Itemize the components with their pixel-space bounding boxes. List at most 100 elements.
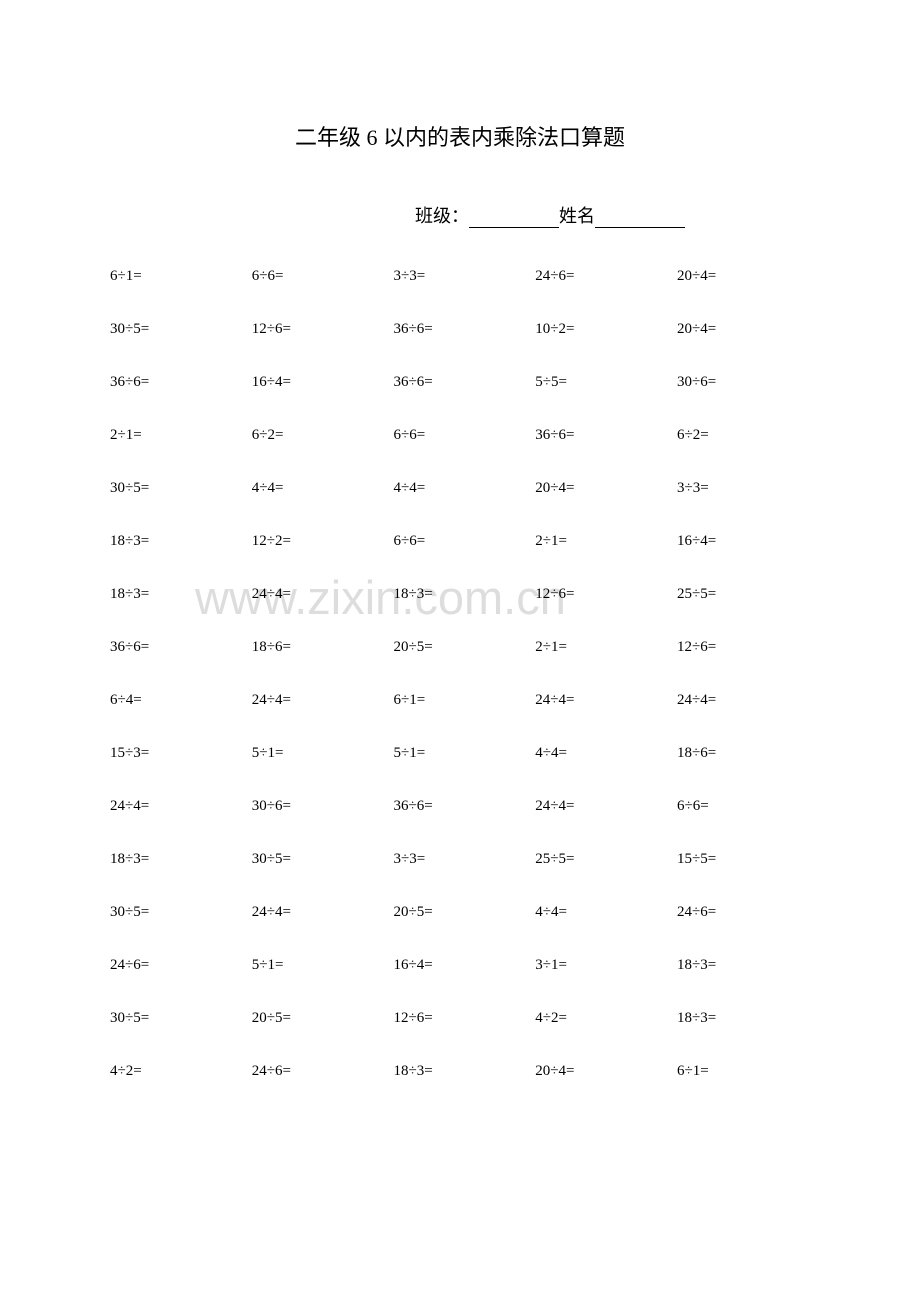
problem-cell: 16÷4= [394,957,527,974]
problem-cell: 6÷1= [394,692,527,709]
problem-cell: 6÷6= [677,798,810,815]
problem-cell: 24÷4= [535,692,668,709]
problem-cell: 4÷4= [394,480,527,497]
problem-cell: 4÷4= [252,480,385,497]
problem-cell: 2÷1= [535,533,668,550]
problem-cell: 24÷4= [252,692,385,709]
problem-row: 18÷3= 24÷4= 18÷3= 12÷6= 25÷5= [110,586,810,603]
problem-row: 2÷1= 6÷2= 6÷6= 36÷6= 6÷2= [110,427,810,444]
problem-cell: 4÷2= [535,1010,668,1027]
problem-cell: 24÷6= [110,957,243,974]
problem-cell: 3÷3= [394,268,527,285]
problem-cell: 4÷4= [535,904,668,921]
problem-cell: 36÷6= [535,427,668,444]
worksheet-content: 二年级 6 以内的表内乘除法口算题 班级：姓名 6÷1= 6÷6= 3÷3= 2… [110,120,810,1080]
problem-cell: 15÷5= [677,851,810,868]
problem-row: 15÷3= 5÷1= 5÷1= 4÷4= 18÷6= [110,745,810,762]
problem-cell: 5÷1= [252,957,385,974]
problem-cell: 20÷5= [252,1010,385,1027]
problem-cell: 36÷6= [394,374,527,391]
problem-cell: 30÷5= [110,904,243,921]
problem-cell: 36÷6= [110,374,243,391]
problem-cell: 3÷1= [535,957,668,974]
problem-cell: 18÷3= [677,1010,810,1027]
problem-cell: 24÷4= [252,904,385,921]
problem-cell: 24÷4= [535,798,668,815]
problem-row: 24÷4= 30÷6= 36÷6= 24÷4= 6÷6= [110,798,810,815]
problem-cell: 18÷3= [677,957,810,974]
problem-cell: 3÷3= [394,851,527,868]
problem-row: 6÷1= 6÷6= 3÷3= 24÷6= 20÷4= [110,268,810,285]
problem-cell: 3÷3= [677,480,810,497]
problem-cell: 36÷6= [394,798,527,815]
problem-cell: 18÷6= [677,745,810,762]
problem-row: 4÷2= 24÷6= 18÷3= 20÷4= 6÷1= [110,1063,810,1080]
problem-cell: 20÷4= [535,1063,668,1080]
problem-row: 36÷6= 18÷6= 20÷5= 2÷1= 12÷6= [110,639,810,656]
problem-cell: 25÷5= [677,586,810,603]
problem-cell: 20÷4= [677,268,810,285]
name-input-line[interactable] [595,208,685,228]
problem-cell: 25÷5= [535,851,668,868]
problem-cell: 5÷5= [535,374,668,391]
problem-cell: 12÷6= [252,321,385,338]
problem-cell: 15÷3= [110,745,243,762]
problem-cell: 4÷2= [110,1063,243,1080]
problem-cell: 5÷1= [252,745,385,762]
class-label: 班级： [415,206,469,226]
problem-row: 24÷6= 5÷1= 16÷4= 3÷1= 18÷3= [110,957,810,974]
problem-row: 30÷5= 24÷4= 20÷5= 4÷4= 24÷6= [110,904,810,921]
problem-cell: 20÷5= [394,904,527,921]
class-input-line[interactable] [469,208,559,228]
problem-cell: 18÷3= [110,851,243,868]
problem-cell: 6÷6= [394,533,527,550]
problem-cell: 30÷6= [252,798,385,815]
problem-cell: 20÷4= [677,321,810,338]
problems-grid: 6÷1= 6÷6= 3÷3= 24÷6= 20÷4= 30÷5= 12÷6= 3… [110,268,810,1080]
problem-row: 30÷5= 12÷6= 36÷6= 10÷2= 20÷4= [110,321,810,338]
problem-cell: 6÷2= [252,427,385,444]
problem-row: 6÷4= 24÷4= 6÷1= 24÷4= 24÷4= [110,692,810,709]
problem-cell: 18÷3= [110,586,243,603]
problem-cell: 12÷6= [394,1010,527,1027]
problem-cell: 24÷6= [535,268,668,285]
problem-cell: 30÷6= [677,374,810,391]
problem-cell: 24÷4= [252,586,385,603]
student-info-line: 班级： 姓名 [290,202,810,228]
problem-cell: 18÷3= [394,1063,527,1080]
problem-cell: 30÷5= [252,851,385,868]
problem-cell: 2÷1= [535,639,668,656]
name-label: 姓名 [559,206,595,226]
problem-row: 30÷5= 4÷4= 4÷4= 20÷4= 3÷3= [110,480,810,497]
problem-cell: 12÷2= [252,533,385,550]
problem-cell: 6÷4= [110,692,243,709]
problem-cell: 6÷1= [110,268,243,285]
problem-cell: 5÷1= [394,745,527,762]
problem-cell: 2÷1= [110,427,243,444]
problem-cell: 30÷5= [110,1010,243,1027]
problem-cell: 30÷5= [110,321,243,338]
problem-cell: 36÷6= [110,639,243,656]
problem-row: 30÷5= 20÷5= 12÷6= 4÷2= 18÷3= [110,1010,810,1027]
problem-cell: 20÷5= [394,639,527,656]
problem-cell: 20÷4= [535,480,668,497]
problem-row: 18÷3= 30÷5= 3÷3= 25÷5= 15÷5= [110,851,810,868]
problem-row: 36÷6= 16÷4= 36÷6= 5÷5= 30÷6= [110,374,810,391]
problem-cell: 16÷4= [677,533,810,550]
problem-cell: 6÷6= [394,427,527,444]
problem-cell: 24÷4= [110,798,243,815]
problem-cell: 4÷4= [535,745,668,762]
problem-cell: 6÷6= [252,268,385,285]
problem-cell: 12÷6= [677,639,810,656]
problem-cell: 18÷6= [252,639,385,656]
problem-cell: 24÷6= [252,1063,385,1080]
problem-cell: 6÷2= [677,427,810,444]
problem-row: 18÷3= 12÷2= 6÷6= 2÷1= 16÷4= [110,533,810,550]
problem-cell: 10÷2= [535,321,668,338]
problem-cell: 36÷6= [394,321,527,338]
problem-cell: 6÷1= [677,1063,810,1080]
problem-cell: 12÷6= [535,586,668,603]
problem-cell: 18÷3= [394,586,527,603]
problem-cell: 16÷4= [252,374,385,391]
problem-cell: 24÷6= [677,904,810,921]
